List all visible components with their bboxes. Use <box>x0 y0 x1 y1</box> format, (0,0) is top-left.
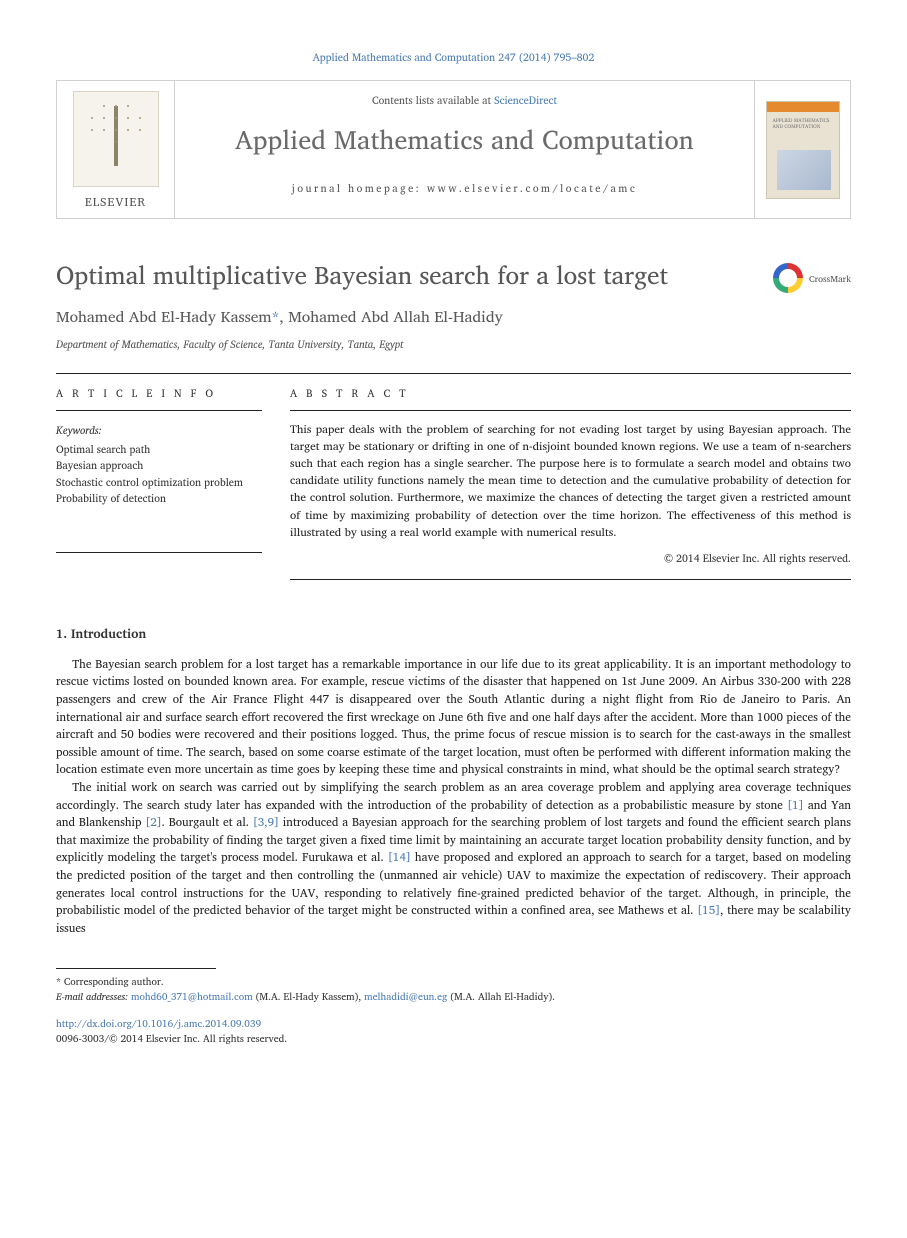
contents-line: Contents lists available at ScienceDirec… <box>191 91 738 109</box>
email-line: E-mail addresses: mohd60_371@hotmail.com… <box>56 990 851 1005</box>
crossmark-label: CrossMark <box>809 271 851 286</box>
keyword-item: Bayesian approach <box>56 457 262 473</box>
publisher-word: ELSEVIER <box>85 193 146 212</box>
article-info-col: A R T I C L E I N F O Keywords: Optimal … <box>56 374 262 580</box>
intro-paragraph-1: The Bayesian search problem for a lost t… <box>56 656 851 779</box>
elsevier-tree-icon <box>73 91 159 187</box>
ref-link-14[interactable]: [14] <box>388 848 411 867</box>
ref-link-2[interactable]: [2] <box>145 813 161 832</box>
abstract-text: This paper deals with the problem of sea… <box>290 421 851 541</box>
cover-cell: APPLIED MATHEMATICS AND COMPUTATION <box>754 81 850 218</box>
abstract-heading: A B S T R A C T <box>290 374 851 411</box>
keyword-item: Stochastic control optimization problem <box>56 474 262 490</box>
doi-link[interactable]: http://dx.doi.org/10.1016/j.amc.2014.09.… <box>56 1016 261 1032</box>
intro-paragraph-2: The initial work on search was carried o… <box>56 779 851 937</box>
section-heading-intro: 1. Introduction <box>56 624 851 644</box>
cover-caption: APPLIED MATHEMATICS AND COMPUTATION <box>773 118 839 131</box>
citation-line: Applied Mathematics and Computation 247 … <box>56 48 851 66</box>
affiliation: Department of Mathematics, Faculty of Sc… <box>56 335 851 353</box>
ref-link-3-9[interactable]: [3,9] <box>253 813 279 832</box>
journal-center: Contents lists available at ScienceDirec… <box>175 81 754 218</box>
journal-name: Applied Mathematics and Computation <box>191 119 738 161</box>
journal-cover-thumb: APPLIED MATHEMATICS AND COMPUTATION <box>766 101 840 199</box>
keywords-list: Optimal search path Bayesian approach St… <box>56 441 262 506</box>
p2-seg-a: The initial work on search was carried o… <box>56 778 851 815</box>
paper-title: Optimal multiplicative Bayesian search f… <box>56 259 755 290</box>
keyword-item: Probability of detection <box>56 490 262 506</box>
p2-seg-c: . Bourgault et al. <box>162 813 253 832</box>
corresponding-note: * Corresponding author. E-mail addresses… <box>56 975 851 1005</box>
info-abstract-row: A R T I C L E I N F O Keywords: Optimal … <box>56 373 851 580</box>
email-link-1[interactable]: mohd60_371@hotmail.com <box>131 989 253 1005</box>
email-link-2[interactable]: melhadidi@eun.eg <box>364 989 447 1005</box>
author-2[interactable]: Mohamed Abd Allah El-Hadidy <box>288 303 503 329</box>
ref-link-1[interactable]: [1] <box>787 796 803 815</box>
footnote-rule <box>56 968 216 969</box>
sciencedirect-link[interactable]: ScienceDirect <box>494 91 557 109</box>
ref-link-15[interactable]: [15] <box>697 901 720 920</box>
email-who-2: (M.A. Allah El-Hadidy). <box>447 989 555 1005</box>
author-1[interactable]: Mohamed Abd El-Hady Kassem <box>56 303 272 329</box>
email-label: E-mail addresses: <box>56 989 131 1005</box>
corr-label: * Corresponding author. <box>56 975 851 990</box>
contents-prefix: Contents lists available at <box>372 91 494 109</box>
issn-line: 0096-3003/© 2014 Elsevier Inc. All right… <box>56 1032 851 1047</box>
article-info-heading: A R T I C L E I N F O <box>56 374 262 411</box>
email-who-1: (M.A. El-Hady Kassem), <box>253 989 364 1005</box>
keywords-heading: Keywords: <box>56 421 262 439</box>
keyword-item: Optimal search path <box>56 441 262 457</box>
crossmark-icon <box>773 263 803 293</box>
journal-header: ELSEVIER Contents lists available at Sci… <box>56 80 851 219</box>
doi-block: http://dx.doi.org/10.1016/j.amc.2014.09.… <box>56 1017 851 1047</box>
author-sep: , <box>279 303 288 329</box>
crossmark-widget[interactable]: CrossMark <box>773 263 851 293</box>
abstract-copyright: © 2014 Elsevier Inc. All rights reserved… <box>290 549 851 567</box>
abstract-col: A B S T R A C T This paper deals with th… <box>290 374 851 580</box>
journal-homepage[interactable]: journal homepage: www.elsevier.com/locat… <box>191 179 738 197</box>
page: Applied Mathematics and Computation 247 … <box>0 0 907 1087</box>
authors-line: Mohamed Abd El-Hady Kassem*, Mohamed Abd… <box>56 303 851 329</box>
publisher-logo-cell: ELSEVIER <box>57 81 175 218</box>
